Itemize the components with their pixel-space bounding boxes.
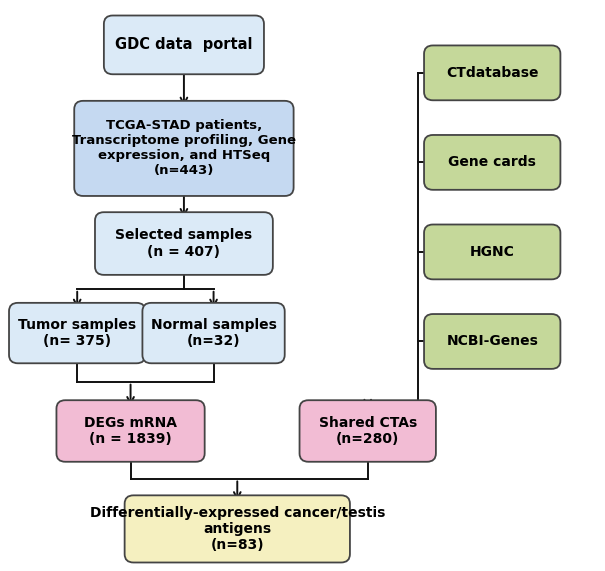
- Text: Shared CTAs
(n=280): Shared CTAs (n=280): [319, 416, 417, 446]
- Text: Tumor samples
(n= 375): Tumor samples (n= 375): [18, 318, 136, 348]
- Text: GDC data  portal: GDC data portal: [115, 37, 253, 53]
- Text: DEGs mRNA
(n = 1839): DEGs mRNA (n = 1839): [84, 416, 177, 446]
- Text: NCBI-Genes: NCBI-Genes: [446, 335, 538, 348]
- Text: Selected samples
(n = 407): Selected samples (n = 407): [116, 228, 252, 259]
- FancyBboxPatch shape: [424, 46, 560, 100]
- FancyBboxPatch shape: [56, 400, 204, 462]
- FancyBboxPatch shape: [9, 303, 145, 363]
- Text: TCGA-STAD patients,
Transcriptome profiling, Gene
expression, and HTSeq
(n=443): TCGA-STAD patients, Transcriptome profil…: [72, 119, 296, 178]
- FancyBboxPatch shape: [74, 101, 293, 196]
- Text: HGNC: HGNC: [470, 245, 515, 259]
- FancyBboxPatch shape: [299, 400, 436, 462]
- Text: Gene cards: Gene cards: [448, 155, 536, 170]
- FancyBboxPatch shape: [104, 15, 264, 74]
- FancyBboxPatch shape: [142, 303, 285, 363]
- FancyBboxPatch shape: [125, 495, 350, 562]
- FancyBboxPatch shape: [95, 212, 273, 275]
- FancyBboxPatch shape: [424, 135, 560, 190]
- FancyBboxPatch shape: [424, 224, 560, 279]
- Text: CTdatabase: CTdatabase: [446, 66, 538, 80]
- FancyBboxPatch shape: [424, 314, 560, 369]
- Text: Normal samples
(n=32): Normal samples (n=32): [151, 318, 276, 348]
- Text: Differentially-expressed cancer/testis
antigens
(n=83): Differentially-expressed cancer/testis a…: [90, 506, 385, 552]
